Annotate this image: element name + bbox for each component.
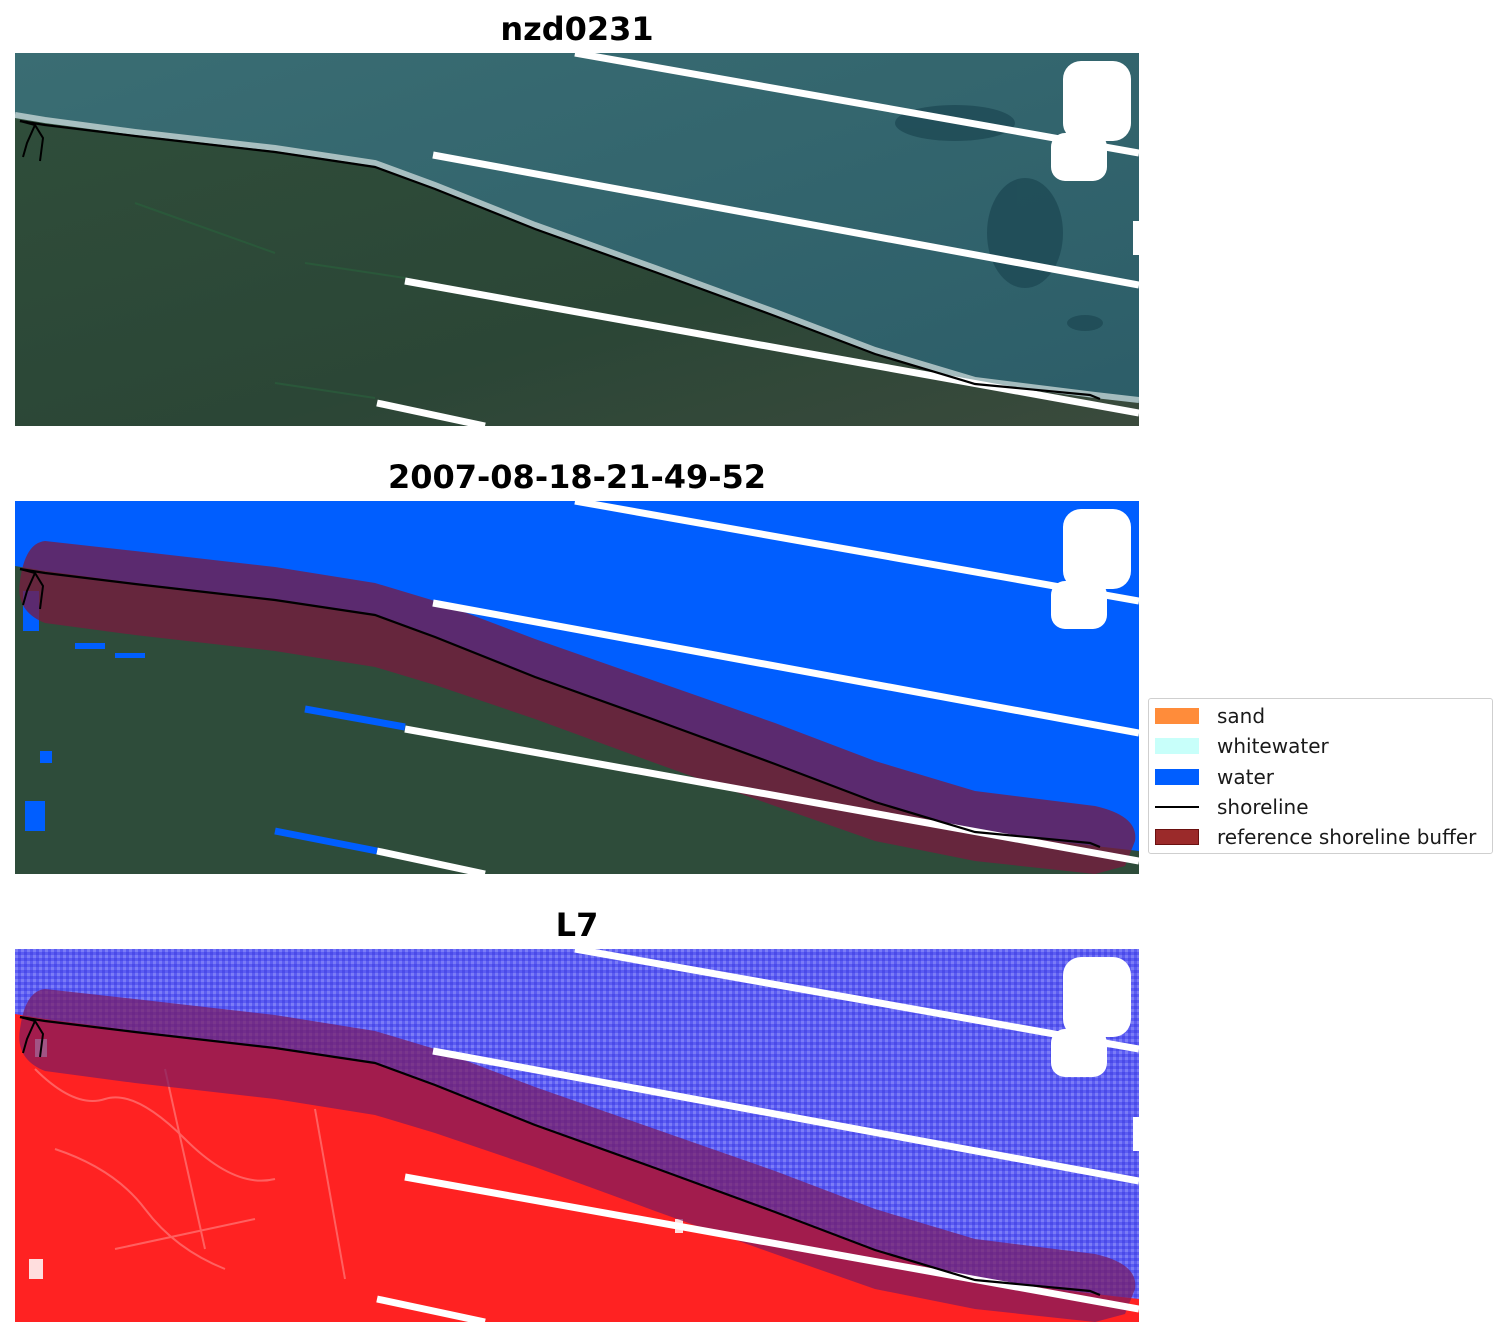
- estuary-shoreline: [19, 568, 45, 610]
- legend-label-shoreline: shoreline: [1217, 795, 1309, 819]
- reference-shoreline-buffer: [19, 989, 1136, 1322]
- rgb-image-panel: [15, 53, 1139, 426]
- legend-item-sand: sand: [1155, 703, 1265, 729]
- legend-label-sand: sand: [1217, 704, 1266, 728]
- land-area: [15, 118, 1139, 426]
- panel-title-rgb: nzd0231: [500, 10, 654, 48]
- index-panel: [15, 949, 1139, 1322]
- classification-image: [15, 501, 1139, 874]
- reference-shoreline-buffer: [19, 541, 1136, 874]
- legend-item-water: water: [1155, 764, 1274, 790]
- nodata-stripes: [376, 949, 1139, 1322]
- shoreline-path: [19, 1015, 1101, 1297]
- legend-label-water: water: [1217, 765, 1274, 789]
- shoreline-path: [19, 567, 1101, 849]
- water-index-image: [15, 949, 1139, 1322]
- shoreline-path: [19, 119, 1101, 401]
- legend-label-buffer: reference shoreline buffer: [1217, 825, 1477, 849]
- cloud-mask: [1051, 957, 1139, 1151]
- masked-stripes-on-land: [274, 705, 406, 855]
- classification-panel: [15, 501, 1139, 874]
- rgb-image: [15, 53, 1139, 426]
- legend-item-whitewater: whitewater: [1155, 733, 1329, 759]
- panel-title-sensor: L7: [555, 906, 599, 944]
- nodata-stripes: [376, 53, 1139, 426]
- legend-line-shoreline: [1155, 806, 1199, 808]
- legend-swatch-water: [1155, 769, 1199, 785]
- panel-title-date: 2007-08-18-21-49-52: [387, 458, 767, 496]
- cloud-mask: [1051, 509, 1131, 629]
- legend-swatch-sand: [1155, 708, 1199, 724]
- estuary-shoreline: [19, 120, 45, 162]
- legend-item-shoreline: shoreline: [1155, 794, 1309, 820]
- legend-label-whitewater: whitewater: [1217, 734, 1329, 758]
- estuary-shoreline: [19, 1016, 45, 1058]
- legend-swatch-buffer: [1155, 829, 1199, 845]
- legend: sand whitewater water shoreline referenc…: [1148, 698, 1493, 854]
- nodata-stripes: [376, 501, 1139, 874]
- legend-swatch-whitewater: [1155, 738, 1199, 754]
- cloud-mask: [1051, 61, 1139, 255]
- field-lines: [134, 202, 406, 399]
- land-texture: [34, 1068, 346, 1280]
- legend-item-buffer: reference shoreline buffer: [1155, 824, 1476, 850]
